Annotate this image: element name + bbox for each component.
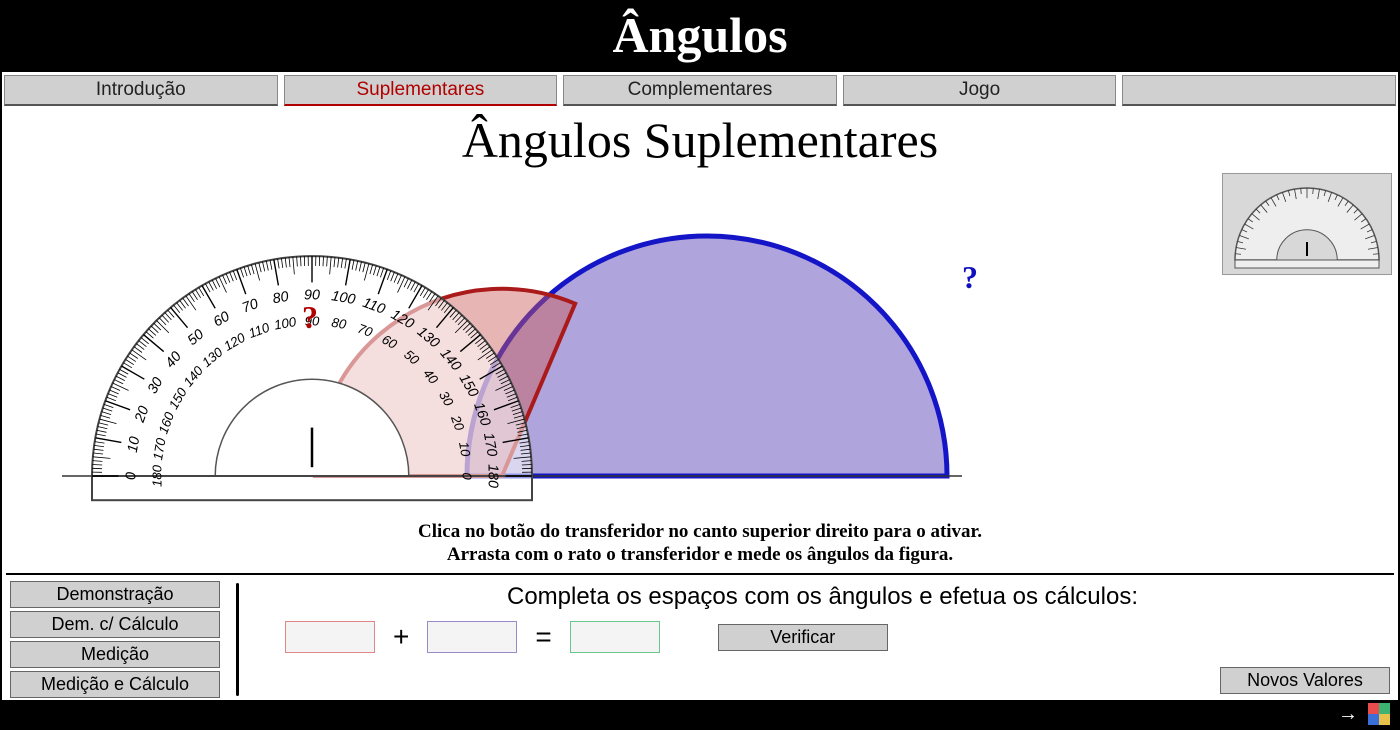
app-root: Ângulos Introdução Suplementares Complem… xyxy=(0,0,1400,730)
tab-suplementares[interactable]: Suplementares xyxy=(284,75,558,106)
calc-area: Completa os espaços com os ângulos e efe… xyxy=(255,581,1390,698)
novos-valores-button[interactable]: Novos Valores xyxy=(1220,667,1390,694)
tab-jogo[interactable]: Jogo xyxy=(843,75,1117,106)
verify-button[interactable]: Verificar xyxy=(718,624,888,651)
medicao-calc-button[interactable]: Medição e Cálculo xyxy=(10,671,220,698)
tab-complementares[interactable]: Complementares xyxy=(563,75,837,106)
title-bar: Ângulos xyxy=(2,2,1398,72)
angle-scene[interactable]: 1800170101602015030140401305012060110701… xyxy=(2,169,1398,509)
demo-button[interactable]: Demonstração xyxy=(10,581,220,608)
angle-input-purple[interactable] xyxy=(427,621,517,653)
question-mark-blue: ? xyxy=(962,259,978,296)
canvas-area: 1800170101602015030140401305012060110701… xyxy=(2,169,1398,526)
logo-icon xyxy=(1368,703,1390,725)
logo-q3 xyxy=(1368,714,1379,725)
svg-text:180: 180 xyxy=(485,464,501,488)
tab-introducao[interactable]: Introdução xyxy=(4,75,278,106)
mode-buttons: Demonstração Dem. c/ Cálculo Medição Med… xyxy=(10,581,220,698)
logo-q2 xyxy=(1379,703,1390,714)
svg-text:180: 180 xyxy=(149,464,164,487)
svg-text:0: 0 xyxy=(460,472,475,480)
medicao-button[interactable]: Medição xyxy=(10,641,220,668)
logo-q1 xyxy=(1368,703,1379,714)
calc-row: + = Verificar xyxy=(255,621,1390,653)
question-mark-red: ? xyxy=(302,299,318,336)
footer-bar: → xyxy=(2,700,1398,728)
plus-sign: + xyxy=(393,621,409,653)
next-arrow-icon[interactable]: → xyxy=(1338,703,1358,726)
app-title: Ângulos xyxy=(612,7,787,63)
protractor-thumb-icon xyxy=(1227,178,1387,270)
svg-text:80: 80 xyxy=(271,289,289,308)
svg-text:10: 10 xyxy=(125,435,144,453)
equals-sign: = xyxy=(535,621,551,653)
angle-input-red[interactable] xyxy=(285,621,375,653)
page-heading: Ângulos Suplementares xyxy=(2,109,1398,169)
demo-calc-button[interactable]: Dem. c/ Cálculo xyxy=(10,611,220,638)
protractor-toggle-button[interactable] xyxy=(1222,173,1392,275)
tab-bar: Introdução Suplementares Complementares … xyxy=(2,72,1398,109)
svg-text:0: 0 xyxy=(123,472,139,480)
angle-input-result[interactable] xyxy=(570,621,660,653)
novos-row: Novos Valores xyxy=(1220,667,1390,694)
instruction-line-2: Arrasta com o rato o transferidor e mede… xyxy=(2,543,1398,567)
logo-q4 xyxy=(1379,714,1390,725)
separator xyxy=(236,583,239,696)
bottom-panel: Demonstração Dem. c/ Cálculo Medição Med… xyxy=(6,573,1394,700)
calc-title: Completa os espaços com os ângulos e efe… xyxy=(507,583,1138,611)
instructions: Clica no botão do transferidor no canto … xyxy=(2,520,1398,568)
tab-empty[interactable] xyxy=(1122,75,1396,106)
